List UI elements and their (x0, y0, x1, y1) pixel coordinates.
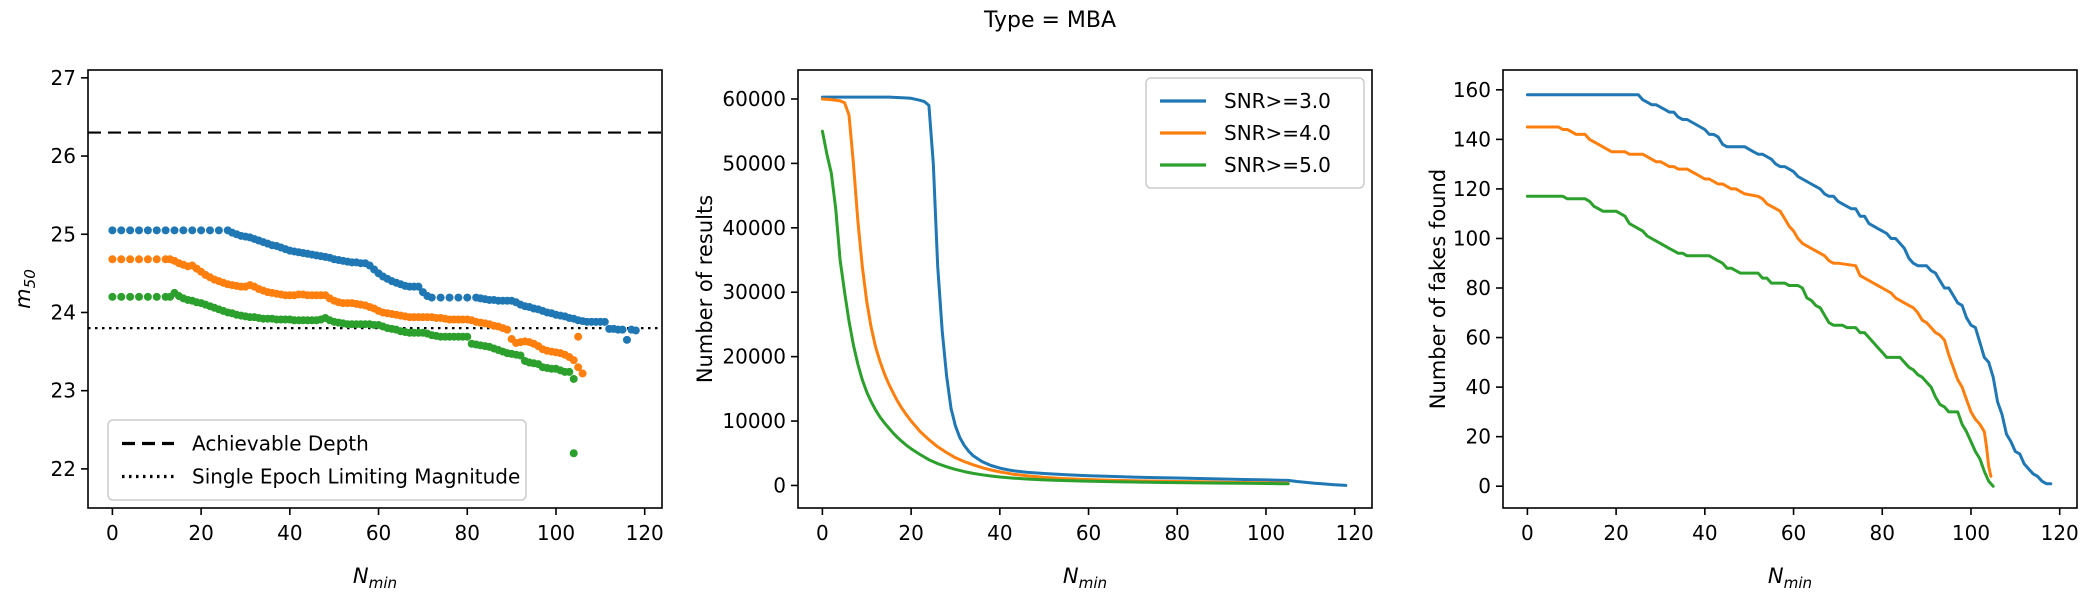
x-tick-label: 0 (1521, 521, 1534, 545)
axis-label: m50 (11, 269, 39, 309)
y-tick-label: 10000 (722, 409, 786, 433)
y-tick-label: 27 (51, 66, 76, 90)
x-tick-label: 20 (898, 521, 923, 545)
x-tick-label: 40 (277, 521, 302, 545)
series-fakes-1 (1525, 125, 1993, 478)
x-tick-label: 80 (1870, 521, 1895, 545)
series-m50-1 (108, 255, 587, 378)
x-tick-label: 60 (1076, 521, 1101, 545)
x-tick-label: 60 (366, 521, 391, 545)
legend-box (1145, 77, 1365, 189)
x-tick-label: 100 (1247, 521, 1285, 545)
series-fakes-2 (1525, 194, 1995, 488)
x-tick-label: 20 (188, 521, 213, 545)
y-tick-label: 160 (1453, 78, 1491, 102)
x-tick-label: 120 (626, 521, 664, 545)
series-fakes-0 (1525, 93, 2053, 486)
x-tick-label: 100 (1952, 521, 1990, 545)
panel-fakes: 0 20 40 60 80 100 120 0 20 40 60 80 100 120 140 160 Nmin… (1426, 69, 2079, 592)
legend-label: SNR>=3.0 (1224, 89, 1331, 113)
x-tick-label: 60 (1781, 521, 1806, 545)
y-tick-label: 140 (1453, 127, 1491, 151)
panel-m50: 0 20 40 60 80 100 120 22 23 24 25 26 27 Nmin m50 Achiev… (11, 66, 664, 592)
legend-label: SNR>=5.0 (1224, 153, 1331, 177)
axes-spines (87, 69, 663, 509)
series-m50-0 (108, 226, 640, 344)
series-results-2 (820, 129, 1290, 486)
x-tick-label: 100 (537, 521, 575, 545)
y-tick-label: 60 (1466, 326, 1491, 350)
y-tick-label: 30000 (722, 280, 786, 304)
axis-label: Nmin (1768, 564, 1812, 592)
y-tick-label: 80 (1466, 276, 1491, 300)
axes-spines (1502, 69, 2078, 509)
x-tick-label: 0 (816, 521, 829, 545)
legend-label: Single Epoch Limiting Magnitude (192, 465, 520, 489)
axis-label: Nmin (1063, 564, 1107, 592)
y-tick-label: 20000 (722, 345, 786, 369)
legend-label: Achievable Depth (192, 432, 369, 456)
x-tick-label: 120 (2041, 521, 2079, 545)
legend-m50: Achievable Depth Single Epoch Limiting Ma… (107, 419, 527, 501)
y-tick-label: 20 (1466, 425, 1491, 449)
panel-results: 0 20 40 60 80 100 120 0 10000 20000 30000 40000 5000… (693, 69, 1374, 592)
x-tick-label: 40 (1692, 521, 1717, 545)
series-results-0 (820, 95, 1348, 487)
axis-label: Number of fakes found (1426, 169, 1450, 409)
series-m50-2 (108, 288, 578, 458)
y-tick-label: 40 (1466, 375, 1491, 399)
axes-spines (797, 69, 1373, 509)
y-tick-label: 50000 (722, 151, 786, 175)
legend-label: SNR>=4.0 (1224, 121, 1331, 145)
y-tick-label: 26 (51, 144, 76, 168)
y-tick-label: 24 (51, 300, 76, 324)
y-tick-label: 23 (51, 379, 76, 403)
legend-box (107, 419, 527, 501)
y-tick-label: 0 (1478, 474, 1491, 498)
x-tick-label: 20 (1603, 521, 1628, 545)
x-tick-label: 80 (1165, 521, 1190, 545)
axis-label: Number of results (693, 195, 717, 383)
x-tick-label: 40 (987, 521, 1012, 545)
legend-results: SNR>=3.0 SNR>=4.0 SNR>=5.0 (1145, 77, 1365, 189)
figure-title: Type = MBA (983, 8, 1117, 33)
y-tick-label: 60000 (722, 87, 786, 111)
y-tick-label: 40000 (722, 216, 786, 240)
x-tick-label: 0 (106, 521, 119, 545)
y-tick-label: 0 (773, 473, 786, 497)
y-tick-label: 100 (1453, 226, 1491, 250)
y-tick-label: 22 (51, 457, 76, 481)
axis-label: Nmin (353, 564, 397, 592)
x-tick-label: 120 (1336, 521, 1374, 545)
y-tick-label: 120 (1453, 177, 1491, 201)
x-tick-label: 80 (455, 521, 480, 545)
y-tick-label: 25 (51, 222, 76, 246)
